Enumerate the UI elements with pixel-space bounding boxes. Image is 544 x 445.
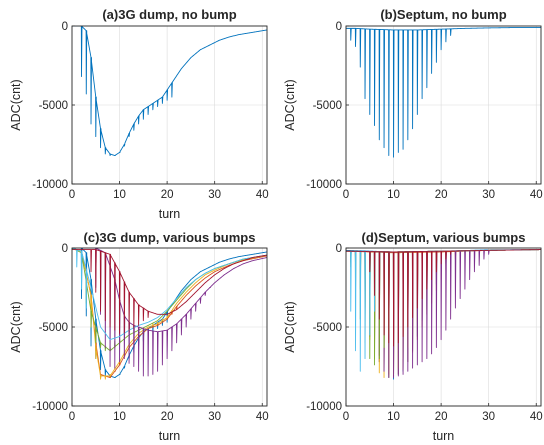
panel-c-xtick-label: 40 bbox=[256, 411, 269, 423]
panel-a-frame bbox=[71, 25, 268, 185]
panel-c-title: (c)3G dump, various bumps bbox=[84, 230, 256, 245]
panel-d-xlabel: turn bbox=[433, 429, 455, 443]
panel-c-series-orange bbox=[72, 248, 267, 379]
panel-c-series-cyan bbox=[72, 248, 267, 341]
panel-b-xtick-label: 10 bbox=[387, 189, 400, 201]
panel-d-frame bbox=[345, 247, 542, 407]
panel-d-ytick-label: 0 bbox=[336, 243, 342, 255]
panel-b: (b)Septum, no bump ADC(cnt) 0 10 20 30 40 0 -5… bbox=[283, 7, 543, 201]
panel-b-ytick-label: -5000 bbox=[313, 100, 342, 112]
panel-c-xtick-label: 10 bbox=[113, 411, 126, 423]
panel-b-xtick-label: 30 bbox=[482, 189, 495, 201]
panel-d-xtick-label: 20 bbox=[435, 411, 448, 423]
panel-c-ytick-label: -5000 bbox=[39, 322, 68, 334]
panel-c-series-blue bbox=[72, 248, 267, 379]
panel-b-ytick-label: 0 bbox=[336, 21, 342, 33]
panel-c-frame bbox=[71, 247, 268, 407]
panel-a-ytick-label: 0 bbox=[62, 21, 68, 33]
panel-b-xtick-label: 40 bbox=[530, 189, 543, 201]
panel-d-ytick-label: -5000 bbox=[313, 322, 342, 334]
panel-a-ytick-label: -5000 bbox=[39, 100, 68, 112]
panel-a-ylabel: ADC(cnt) bbox=[9, 79, 23, 130]
panel-c-ytick-label: 0 bbox=[62, 243, 68, 255]
panel-c-ytick-label: -10000 bbox=[32, 401, 68, 413]
panel-b-frame bbox=[345, 25, 542, 185]
panel-d-series-red bbox=[346, 249, 541, 347]
panel-b-ytick-label: -10000 bbox=[306, 179, 342, 191]
panel-d-xtick-label: 30 bbox=[482, 411, 495, 423]
panel-d: (d)Septum, various bumps turn ADC(cnt) 0… bbox=[283, 230, 543, 443]
panel-d-xtick-label: 40 bbox=[530, 411, 543, 423]
panel-a-title: (a)3G dump, no bump bbox=[102, 7, 236, 22]
panel-b-xtick-label: 20 bbox=[435, 189, 448, 201]
panel-c: (c)3G dump, various bumps turn ADC(cnt) … bbox=[9, 230, 269, 443]
panel-c-xtick-label: 0 bbox=[69, 411, 75, 423]
panel-a-xtick-label: 30 bbox=[208, 189, 221, 201]
panel-d-xtick-label: 10 bbox=[387, 411, 400, 423]
panel-d-ylabel: ADC(cnt) bbox=[283, 301, 297, 352]
panel-a-ytick-label: -10000 bbox=[32, 179, 68, 191]
panel-a-xtick-label: 0 bbox=[69, 189, 75, 201]
panel-c-ylabel: ADC(cnt) bbox=[9, 301, 23, 352]
panel-a-series-blue bbox=[72, 26, 267, 157]
panel-c-series-red bbox=[72, 249, 267, 334]
panel-c-xlabel: turn bbox=[159, 429, 181, 443]
panel-c-xtick-label: 30 bbox=[208, 411, 221, 423]
panel-a-xtick-label: 10 bbox=[113, 189, 126, 201]
panel-a: (a)3G dump, no bump turn ADC(cnt) 0 10 20 3… bbox=[9, 7, 269, 221]
panel-b-ylabel: ADC(cnt) bbox=[283, 79, 297, 130]
panel-d-title: (d)Septum, various bumps bbox=[362, 230, 526, 245]
panel-b-xtick-label: 0 bbox=[343, 189, 349, 201]
panel-a-xtick-label: 20 bbox=[161, 189, 174, 201]
panel-d-ytick-label: -10000 bbox=[306, 401, 342, 413]
panel-a-xlabel: turn bbox=[159, 207, 181, 221]
panel-a-xtick-label: 40 bbox=[256, 189, 269, 201]
panel-c-xtick-label: 20 bbox=[161, 411, 174, 423]
panel-d-xtick-label: 0 bbox=[343, 411, 349, 423]
panel-b-series-blue bbox=[346, 27, 541, 158]
panel-b-title: (b)Septum, no bump bbox=[380, 7, 506, 22]
